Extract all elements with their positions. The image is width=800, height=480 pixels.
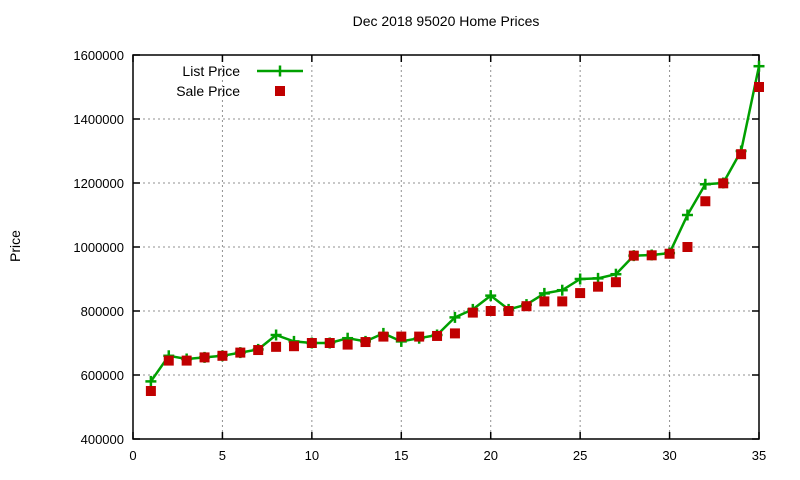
x-tick-label: 0 <box>129 448 136 463</box>
y-tick-label: 1400000 <box>73 112 124 127</box>
legend-label-sale-price: Sale Price <box>176 83 240 99</box>
sale-price-marker <box>557 296 568 307</box>
x-tick-label: 30 <box>662 448 676 463</box>
sale-price-marker <box>575 288 586 299</box>
sale-price-marker <box>163 355 174 366</box>
y-tick-label: 1000000 <box>73 240 124 255</box>
sale-price-marker <box>682 242 693 252</box>
sale-price-marker <box>378 331 389 342</box>
sale-price-marker <box>485 306 496 316</box>
list-price-line-plus-icon <box>250 63 310 79</box>
sale-price-marker <box>503 306 514 316</box>
sale-price-marker <box>342 339 353 350</box>
sale-price-marker <box>467 307 478 318</box>
sale-price-marker <box>306 338 317 348</box>
y-tick-label: 600000 <box>81 368 124 383</box>
y-tick-label: 800000 <box>81 304 124 319</box>
sale-price-marker <box>664 248 675 259</box>
legend-item-list-price: List Price <box>152 61 310 81</box>
sale-price-marker <box>646 250 657 261</box>
chart-title: Dec 2018 95020 Home Prices <box>352 13 540 29</box>
sale-price-marker <box>217 350 228 361</box>
sale-price-square-icon <box>250 83 310 99</box>
sale-price-marker <box>449 328 460 339</box>
sale-price-marker <box>593 281 604 292</box>
sale-price-marker <box>610 277 621 288</box>
sale-price-marker <box>539 296 550 307</box>
x-tick-label: 10 <box>305 448 319 463</box>
sale-price-marker <box>235 347 246 358</box>
sale-price-marker <box>700 196 711 207</box>
legend: List Price Sale Price <box>152 61 310 101</box>
x-tick-label: 5 <box>219 448 226 463</box>
sale-price-marker <box>271 341 282 352</box>
legend-label-list-price: List Price <box>182 63 240 79</box>
plot-border <box>132 54 760 440</box>
sale-price-marker <box>360 337 371 348</box>
sale-price-marker <box>145 386 156 396</box>
sale-price-marker <box>414 331 425 342</box>
sale-price-marker <box>181 355 192 366</box>
x-tick-label: 25 <box>573 448 587 463</box>
y-tick-label: 400000 <box>81 432 124 447</box>
x-tick-label: 15 <box>394 448 408 463</box>
y-axis-title: Price <box>7 230 23 262</box>
sale-price-marker <box>199 352 210 363</box>
y-tick-label: 1200000 <box>73 176 124 191</box>
sale-price-marker <box>718 178 729 189</box>
sale-price-marker <box>324 338 335 348</box>
sale-price-marker <box>253 345 264 356</box>
x-tick-label: 20 <box>483 448 497 463</box>
sale-price-marker <box>288 341 299 352</box>
y-tick-label: 1600000 <box>73 48 124 63</box>
sale-price-marker <box>521 301 532 312</box>
sale-price-marker <box>396 331 407 342</box>
sale-price-marker <box>628 250 639 261</box>
sale-price-marker <box>736 149 747 160</box>
sale-price-marker <box>432 330 443 341</box>
x-tick-label: 35 <box>752 448 766 463</box>
sale-price-marker <box>754 82 764 92</box>
legend-item-sale-price: Sale Price <box>152 81 310 101</box>
